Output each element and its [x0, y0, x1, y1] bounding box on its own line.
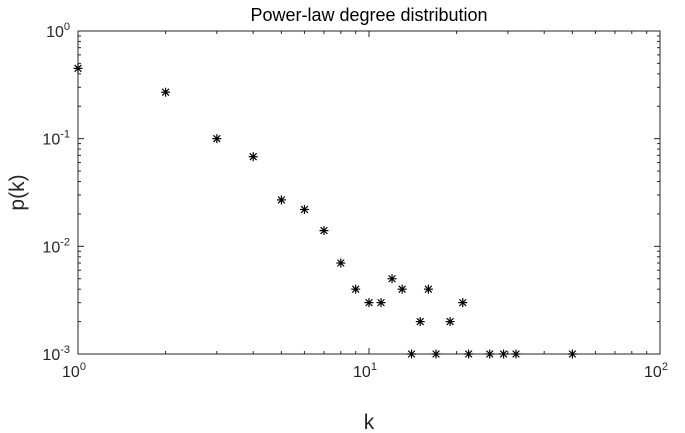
data-point	[458, 298, 468, 308]
x-axis-label: k	[364, 411, 375, 433]
y-tick-label: 100	[46, 21, 70, 41]
y-axis-label: p(k)	[6, 174, 29, 210]
data-point	[511, 349, 521, 359]
data-point	[299, 204, 309, 214]
y-axis-ticks: 100 10-1 10-2 10-3	[42, 21, 660, 364]
y-tick-label: 10-3	[42, 344, 70, 364]
data-point	[499, 349, 509, 359]
data-point	[423, 284, 433, 294]
data-point	[73, 63, 83, 73]
data-point	[567, 349, 577, 359]
x-tick-label: 101	[353, 361, 377, 381]
data-point	[212, 134, 222, 144]
data-point	[364, 298, 374, 308]
data-point	[415, 317, 425, 327]
data-points	[73, 63, 577, 359]
data-point	[431, 349, 441, 359]
data-point	[485, 349, 495, 359]
chart-title: Power-law degree distribution	[250, 5, 487, 25]
data-point	[464, 349, 474, 359]
data-point	[407, 349, 417, 359]
data-point	[397, 284, 407, 294]
y-tick-label: 10-2	[42, 236, 70, 256]
x-tick-label: 102	[644, 361, 668, 381]
data-point	[319, 226, 329, 236]
data-point	[161, 87, 171, 97]
y-tick-label: 10-1	[42, 129, 70, 149]
data-point	[336, 258, 346, 268]
x-axis-ticks: 100 101 102	[62, 31, 668, 381]
data-point	[376, 298, 386, 308]
data-point	[351, 284, 361, 294]
x-tick-label: 100	[62, 361, 86, 381]
data-point	[387, 274, 397, 284]
data-point	[276, 195, 286, 205]
data-point	[445, 317, 455, 327]
data-point	[248, 152, 258, 162]
